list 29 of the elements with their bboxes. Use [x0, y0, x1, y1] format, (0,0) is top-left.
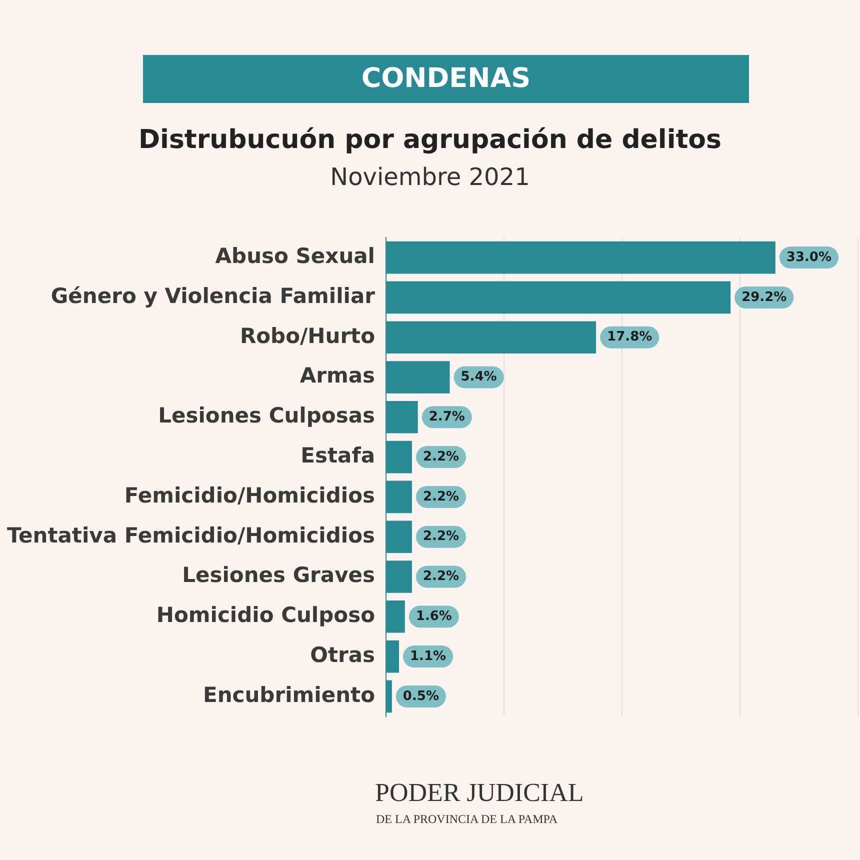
data-label: 2.2% [422, 449, 460, 464]
chart-subtitle: Distrubucuón por agrupación de delitos [137, 125, 723, 155]
y-tick-label: Estafa [300, 444, 376, 468]
data-label: 2.7% [428, 410, 465, 425]
y-tick-label: Femicidio/Homicidios [124, 483, 376, 508]
y-tick-label: Encubrimiento [202, 682, 376, 707]
data-label: 17.8% [607, 330, 652, 345]
y-tick-label: Otras [310, 643, 376, 668]
data-label: 2.2% [422, 569, 460, 584]
text: Noviembre 2021 [329, 163, 531, 191]
data-label: 1.1% [410, 648, 446, 664]
data-label: 5.4% [460, 370, 497, 385]
data-label: 1.6% [416, 609, 452, 624]
data-label: 2.2% [422, 489, 460, 504]
text: DE LA PROVINCIA DE LA PAMPA [376, 812, 558, 827]
y-tick-label: Abuso Sexual [215, 244, 376, 268]
data-label: 0.5% [402, 688, 439, 704]
data-label: 33.0% [786, 250, 832, 265]
data-label: 29.2% [742, 290, 787, 305]
data-label: 2.2% [422, 529, 460, 544]
y-tick-label: Tentativa Femicidio/Homicidios [6, 523, 376, 548]
y-tick-label: Género y Violencia Familiar [50, 284, 376, 308]
y-tick-label: Lesiones Graves [182, 563, 376, 588]
y-tick-label: Homicidio Culposo [156, 603, 376, 628]
chart-title: CONDENAS [143, 55, 749, 103]
y-tick-label: Lesiones Culposas [158, 404, 376, 428]
y-tick-label: Armas [300, 364, 376, 388]
y-tick-label: Robo/Hurto [240, 324, 376, 348]
text: PODER JUDICIAL [375, 778, 584, 808]
